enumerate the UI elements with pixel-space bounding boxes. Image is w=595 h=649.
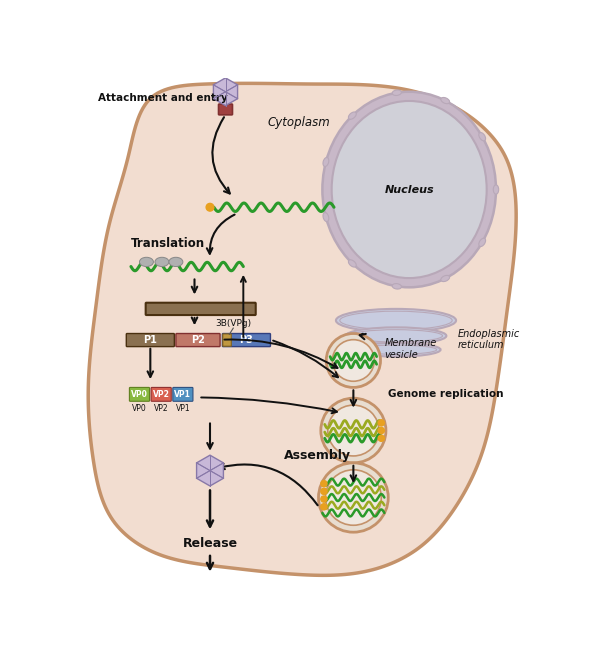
Circle shape <box>378 428 384 434</box>
FancyBboxPatch shape <box>129 387 149 401</box>
Circle shape <box>321 481 327 487</box>
Ellipse shape <box>493 185 499 194</box>
Ellipse shape <box>331 101 487 278</box>
Ellipse shape <box>336 309 456 332</box>
Circle shape <box>321 488 327 495</box>
Circle shape <box>328 405 379 456</box>
Circle shape <box>321 504 327 510</box>
Text: Translation: Translation <box>131 237 205 250</box>
Ellipse shape <box>392 90 402 95</box>
Polygon shape <box>214 78 237 106</box>
Text: P2: P2 <box>190 335 205 345</box>
Circle shape <box>325 470 381 525</box>
Text: Genome replication: Genome replication <box>389 389 504 398</box>
Text: VP0: VP0 <box>132 404 147 413</box>
Text: Release: Release <box>183 537 237 550</box>
Circle shape <box>321 496 327 502</box>
Ellipse shape <box>349 260 356 267</box>
Ellipse shape <box>441 275 450 282</box>
Ellipse shape <box>323 213 329 221</box>
Circle shape <box>378 420 384 426</box>
Text: Membrane
vesicle: Membrane vesicle <box>384 338 437 360</box>
Ellipse shape <box>441 97 450 104</box>
Text: VP1: VP1 <box>176 404 190 413</box>
Ellipse shape <box>323 158 329 167</box>
Circle shape <box>378 435 384 441</box>
FancyBboxPatch shape <box>126 334 174 347</box>
Text: P1: P1 <box>143 335 157 345</box>
Text: P3: P3 <box>239 335 253 345</box>
Ellipse shape <box>479 238 486 247</box>
Text: VP1: VP1 <box>174 390 192 399</box>
FancyBboxPatch shape <box>218 104 233 115</box>
FancyBboxPatch shape <box>151 387 171 401</box>
FancyBboxPatch shape <box>223 334 231 346</box>
Circle shape <box>206 203 214 211</box>
Ellipse shape <box>479 132 486 141</box>
FancyBboxPatch shape <box>176 334 220 347</box>
Ellipse shape <box>349 112 356 119</box>
Ellipse shape <box>155 257 169 267</box>
Ellipse shape <box>322 92 496 288</box>
Circle shape <box>318 463 389 532</box>
Polygon shape <box>88 83 516 575</box>
Circle shape <box>321 398 386 463</box>
Circle shape <box>326 334 380 387</box>
Ellipse shape <box>346 327 446 345</box>
Text: Cytoplasm: Cytoplasm <box>268 116 330 129</box>
Text: Attachment and entry: Attachment and entry <box>98 93 227 103</box>
Text: VP2: VP2 <box>154 404 168 413</box>
Text: Nucleus: Nucleus <box>384 184 434 195</box>
Polygon shape <box>196 455 224 486</box>
FancyBboxPatch shape <box>223 334 271 347</box>
Ellipse shape <box>349 330 443 342</box>
Text: Assembly: Assembly <box>284 448 350 461</box>
Ellipse shape <box>392 284 402 289</box>
Text: 3B(VPg): 3B(VPg) <box>215 319 251 328</box>
FancyBboxPatch shape <box>173 387 193 401</box>
Ellipse shape <box>355 345 437 354</box>
Ellipse shape <box>352 343 440 356</box>
FancyBboxPatch shape <box>146 302 256 315</box>
Circle shape <box>333 339 374 381</box>
Text: Endoplasmic
reticulum: Endoplasmic reticulum <box>458 329 520 350</box>
Text: VP2: VP2 <box>153 390 170 399</box>
Ellipse shape <box>340 311 452 330</box>
Ellipse shape <box>169 257 183 267</box>
Text: VP0: VP0 <box>131 390 148 399</box>
Ellipse shape <box>139 257 154 267</box>
